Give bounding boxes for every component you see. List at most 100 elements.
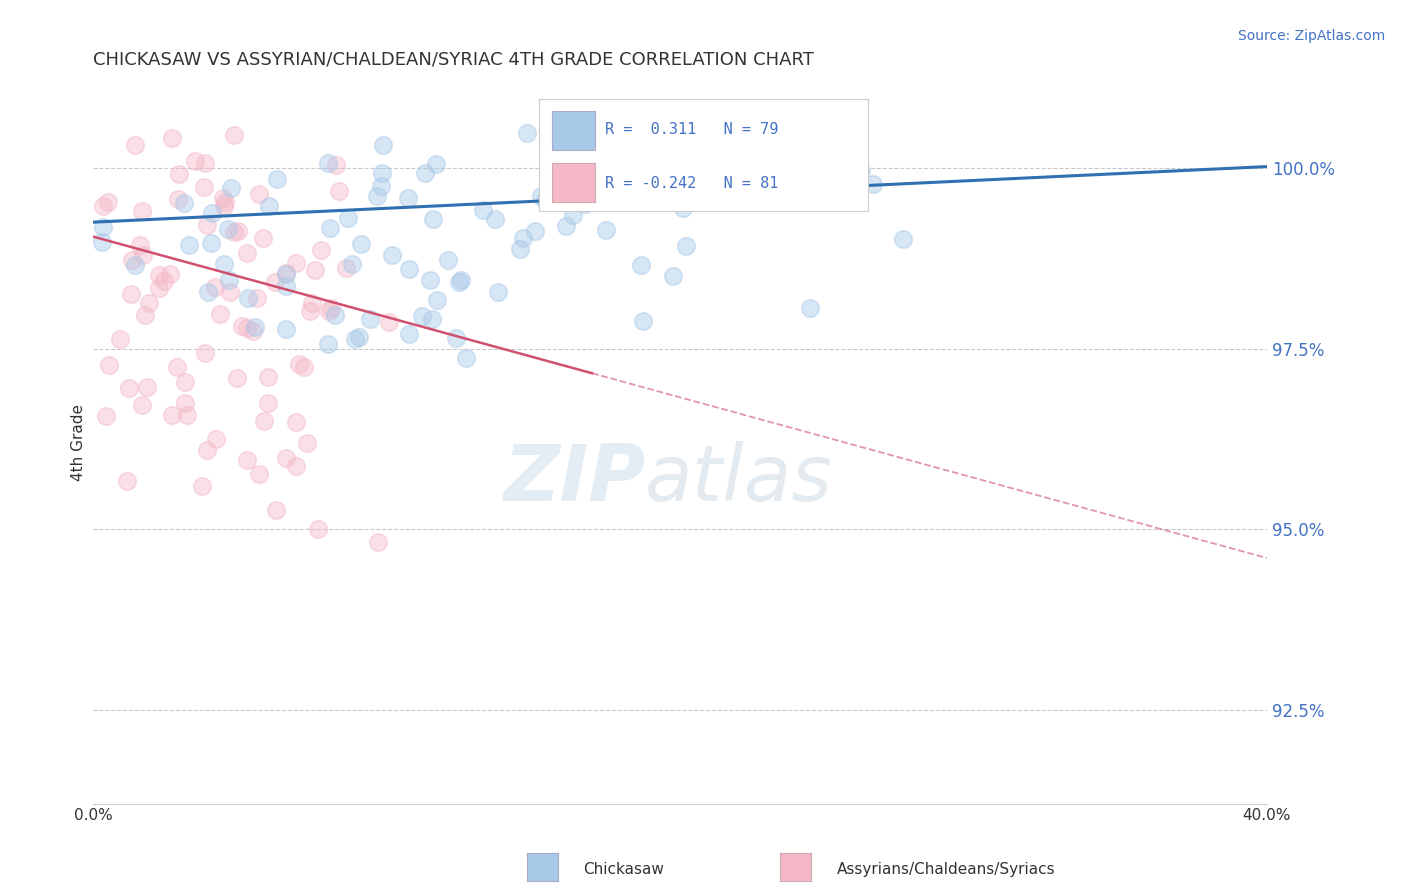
Point: [454, 351, 477, 366]
Point: [862, 178, 884, 192]
Y-axis label: 4th Grade: 4th Grade: [72, 404, 86, 481]
Point: [96, 409, 118, 424]
Text: Chickasaw: Chickasaw: [583, 863, 665, 877]
Point: [174, 396, 197, 410]
Point: [411, 309, 433, 323]
Point: [148, 268, 170, 282]
Point: [323, 308, 346, 322]
Point: [370, 179, 392, 194]
Point: [707, 169, 730, 183]
Point: [276, 267, 298, 281]
Point: [274, 451, 297, 466]
Point: [307, 522, 329, 536]
Point: [204, 279, 226, 293]
Point: [891, 232, 914, 246]
Point: [574, 197, 596, 211]
Point: [486, 285, 509, 300]
Point: [231, 319, 253, 334]
Point: [197, 285, 219, 299]
Point: [218, 273, 240, 287]
Point: [756, 163, 779, 178]
Point: [264, 275, 287, 289]
Point: [235, 246, 257, 260]
Point: [219, 181, 242, 195]
Point: [208, 307, 231, 321]
Point: [124, 137, 146, 152]
Point: [340, 257, 363, 271]
Point: [516, 126, 538, 140]
Point: [425, 156, 447, 170]
Point: [672, 201, 695, 215]
Point: [120, 287, 142, 301]
Point: [236, 320, 259, 334]
Point: [299, 303, 322, 318]
Point: [437, 252, 460, 267]
Point: [195, 218, 218, 232]
Point: [662, 269, 685, 284]
Point: [276, 267, 298, 281]
Point: [93, 198, 115, 212]
Point: [212, 257, 235, 271]
Point: [222, 128, 245, 143]
Point: [349, 237, 371, 252]
Point: [316, 337, 339, 351]
Point: [200, 236, 222, 251]
Point: [398, 262, 420, 277]
Point: [128, 238, 150, 252]
Point: [512, 231, 534, 245]
Point: [285, 415, 308, 429]
Point: [396, 192, 419, 206]
Point: [631, 314, 654, 328]
Point: [378, 315, 401, 329]
Point: [541, 161, 564, 175]
Point: [91, 219, 114, 234]
Point: [472, 203, 495, 218]
Point: [194, 156, 217, 170]
Point: [595, 223, 617, 237]
Point: [426, 293, 449, 307]
Point: [319, 221, 342, 235]
Point: [194, 346, 217, 360]
Point: [110, 332, 132, 346]
Point: [136, 380, 159, 394]
Point: [304, 263, 326, 277]
Point: [257, 370, 280, 384]
Point: [148, 281, 170, 295]
Point: [630, 259, 652, 273]
Point: [347, 329, 370, 343]
Point: [138, 295, 160, 310]
Point: [266, 171, 288, 186]
Point: [174, 375, 197, 389]
Point: [153, 274, 176, 288]
Point: [226, 223, 249, 237]
Point: [118, 381, 141, 395]
Point: [257, 199, 280, 213]
Point: [134, 309, 156, 323]
Point: [166, 192, 188, 206]
Point: [285, 458, 308, 473]
Point: [325, 158, 347, 172]
Point: [91, 235, 114, 249]
Point: [195, 443, 218, 458]
Point: [484, 212, 506, 227]
Point: [367, 534, 389, 549]
Point: [533, 193, 555, 207]
Point: [422, 312, 444, 326]
Point: [319, 301, 342, 316]
Point: [292, 359, 315, 374]
Point: [359, 312, 381, 326]
Point: [316, 156, 339, 170]
Point: [444, 331, 467, 345]
Point: [176, 409, 198, 423]
Point: [201, 206, 224, 220]
Point: [236, 453, 259, 467]
Point: [132, 248, 155, 262]
Point: [159, 268, 181, 282]
Point: [160, 131, 183, 145]
Point: [191, 479, 214, 493]
Point: [696, 173, 718, 187]
Point: [266, 503, 288, 517]
Point: [211, 191, 233, 205]
Point: [343, 332, 366, 346]
Point: [851, 163, 873, 178]
